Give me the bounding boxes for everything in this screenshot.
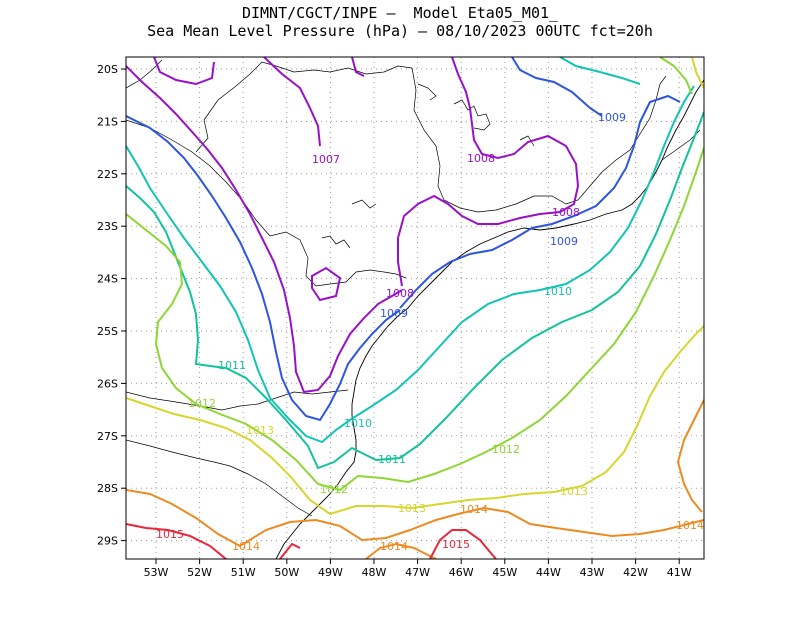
map-frame bbox=[125, 56, 705, 560]
contour-label-1012: 1012 bbox=[188, 397, 216, 410]
isobar-1007 bbox=[263, 57, 321, 147]
lat-tick-label: 23S bbox=[97, 220, 118, 233]
isobar-1008 bbox=[126, 65, 403, 394]
contour-label-1009: 1009 bbox=[550, 235, 578, 248]
isobar-1014 bbox=[126, 489, 704, 548]
contour-labels: 1007 1008 1008 1008 1009 1009 1009 1010 … bbox=[156, 111, 704, 553]
state-border bbox=[126, 439, 231, 467]
isobar-1015 bbox=[279, 542, 301, 559]
isobar-1009 bbox=[126, 115, 401, 422]
contour-label-1014: 1014 bbox=[676, 519, 704, 532]
contour-label-1013: 1013 bbox=[560, 485, 588, 498]
isobar-1007 bbox=[153, 57, 215, 86]
lat-tick-label: 20S bbox=[97, 63, 118, 76]
contour-label-1008: 1008 bbox=[552, 206, 580, 219]
lon-tick-label: 44W bbox=[536, 566, 561, 579]
isobar-1013 bbox=[691, 57, 704, 89]
lon-tick-label: 50W bbox=[274, 566, 299, 579]
state-border bbox=[126, 119, 407, 287]
isobar-1008 bbox=[397, 57, 580, 287]
contour-label-1008: 1008 bbox=[386, 287, 414, 300]
title-line-1: DIMNT/CGCT/INPE – Model Eta05_M01_ bbox=[241, 4, 559, 22]
reservoir bbox=[351, 199, 377, 209]
lon-tick-label: 52W bbox=[187, 566, 212, 579]
contour-label-1014: 1014 bbox=[460, 503, 488, 516]
reservoir bbox=[417, 83, 437, 101]
contour-label-1013: 1013 bbox=[398, 502, 426, 515]
lon-tick-label: 48W bbox=[362, 566, 387, 579]
isobar-1012 bbox=[659, 57, 693, 95]
lat-tick-label: 28S bbox=[97, 482, 118, 495]
contour-label-1010: 1010 bbox=[344, 417, 372, 430]
lat-lon-grid bbox=[126, 57, 704, 559]
isobar-1015 bbox=[429, 529, 497, 559]
isobar-1013 bbox=[126, 325, 704, 516]
lon-tick-label: 53W bbox=[144, 566, 169, 579]
contour-label-1011: 1011 bbox=[218, 359, 246, 372]
lat-tick-label: 24S bbox=[97, 273, 118, 286]
reservoir bbox=[453, 99, 491, 131]
lat-tick-label: 25S bbox=[97, 325, 118, 338]
lat-tick-label: 26S bbox=[97, 377, 118, 390]
isobar-1015 bbox=[126, 523, 227, 559]
state-border bbox=[195, 61, 413, 153]
map-title: DIMNT/CGCT/INPE – Model Eta05_M01_ Sea M… bbox=[0, 4, 800, 40]
lat-tick-label: 21S bbox=[97, 115, 118, 128]
contour-label-1014: 1014 bbox=[232, 540, 260, 553]
state-border bbox=[411, 67, 667, 213]
contour-label-1010: 1010 bbox=[544, 285, 572, 298]
lon-tick-label: 51W bbox=[231, 566, 256, 579]
state-border bbox=[126, 389, 349, 411]
isobar-1014 bbox=[676, 399, 704, 513]
isobar-1010 bbox=[559, 57, 641, 85]
contour-label-1008: 1008 bbox=[467, 152, 495, 165]
isobar-1008 bbox=[351, 57, 365, 77]
title-line-2: Sea Mean Level Pressure (hPa) – 08/10/20… bbox=[147, 22, 653, 40]
contour-label-1015: 1015 bbox=[442, 538, 470, 551]
lon-tick-label: 46W bbox=[449, 566, 474, 579]
lat-tick-label: 29S bbox=[97, 535, 118, 548]
reservoir bbox=[321, 235, 351, 249]
isobar-1012 bbox=[126, 147, 704, 492]
contour-label-1007: 1007 bbox=[312, 153, 340, 166]
isobar-1007 bbox=[311, 266, 342, 302]
isobar-1009 bbox=[399, 94, 681, 309]
lat-tick-label: 22S bbox=[97, 168, 118, 181]
isobar-1010 bbox=[126, 85, 695, 444]
contour-label-1011: 1011 bbox=[378, 453, 406, 466]
lon-tick-label: 49W bbox=[318, 566, 343, 579]
lon-tick-label: 45W bbox=[492, 566, 517, 579]
isobar-1009 bbox=[511, 57, 603, 117]
reservoir bbox=[519, 135, 535, 147]
state-border bbox=[229, 465, 313, 517]
contour-label-1014: 1014 bbox=[380, 540, 408, 553]
contour-label-1009: 1009 bbox=[380, 307, 408, 320]
contour-label-1012: 1012 bbox=[492, 443, 520, 456]
contour-label-1013: 1013 bbox=[246, 424, 274, 437]
isobar-1011 bbox=[126, 111, 704, 470]
contour-label-1015: 1015 bbox=[156, 528, 184, 541]
latitude-axis: 20S 21S 22S 23S 24S 25S 26S 27S 28S 29S bbox=[97, 63, 126, 548]
lat-tick-label: 27S bbox=[97, 430, 118, 443]
lon-tick-label: 47W bbox=[405, 566, 430, 579]
longitude-axis: 53W 52W 51W 50W 49W 48W 47W 46W 45W 44W 43W 42W 41W bbox=[144, 559, 692, 579]
lon-tick-label: 42W bbox=[623, 566, 648, 579]
contour-label-1009: 1009 bbox=[598, 111, 626, 124]
lon-tick-label: 41W bbox=[667, 566, 692, 579]
lon-tick-label: 43W bbox=[580, 566, 605, 579]
contour-label-1012: 1012 bbox=[320, 483, 348, 496]
